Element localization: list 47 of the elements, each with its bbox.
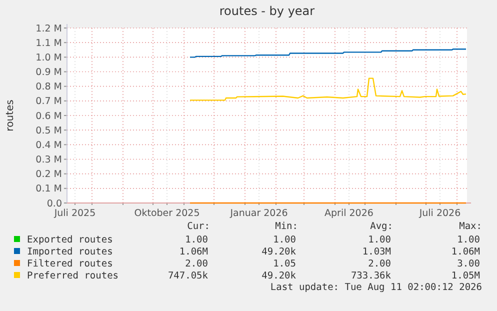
y-tick-label: 0.1 M (36, 184, 62, 195)
x-tick-label: Januar 2026 (229, 208, 288, 219)
x-tick-label: April 2026 (324, 208, 374, 219)
y-tick-label: 0.7 M (36, 96, 62, 108)
chart-title: routes - by year (219, 4, 315, 18)
y-tick-label: 0.6 M (36, 110, 62, 122)
y-tick-label: 0.2 M (36, 169, 62, 180)
y-tick-label: 0.9 M (36, 67, 62, 78)
text: Cur: (187, 221, 210, 232)
text: 49.20k (262, 246, 296, 258)
y-axis-title: routes (5, 100, 16, 132)
line-series (189, 48, 467, 58)
x-tick-label: Oktober 2025 (134, 208, 200, 219)
text: 733.36k (350, 270, 392, 282)
text: Max: (459, 221, 482, 232)
legend-label: Exported routes (27, 234, 113, 246)
text: 2.00 (368, 258, 392, 270)
x-tick-label: Juli 2026 (418, 208, 461, 219)
x-tick-label: Juli 2025 (53, 208, 96, 219)
text: Min: (275, 221, 298, 232)
text: Avg: (370, 221, 393, 232)
y-tick-label: 0.8 M (36, 82, 62, 93)
text: 1.00 (457, 234, 480, 246)
legend-label: Preferred routes (27, 270, 119, 282)
text: 1.06M (451, 246, 480, 258)
legend-label: Imported routes (27, 246, 113, 258)
y-tick-label: 0.4 M (36, 140, 62, 151)
text: 2.00 (185, 258, 208, 270)
text: 1.03M (362, 246, 392, 258)
text: Last update: Tue Aug 11 02:00:12 2026 (270, 282, 482, 293)
legend-label: Filtered routes (27, 258, 113, 270)
y-tick-label: 1.2 M (36, 23, 62, 34)
y-tick-label: 0.0 (46, 198, 62, 210)
text: 1.00 (185, 234, 208, 246)
text: 1.06M (179, 246, 208, 258)
y-tick-label: 1.1 M (36, 38, 62, 49)
y-tick-label: 1.0 M (36, 52, 62, 64)
line-series (189, 78, 467, 101)
text: 747.05k (168, 270, 208, 282)
y-tick-label: 0.5 M (36, 125, 62, 136)
text: 1.05 (273, 258, 296, 270)
y-tick-label: 0.3 M (36, 154, 62, 166)
text: 3.00 (457, 258, 480, 270)
text: 49.20k (262, 270, 296, 282)
text: 1.00 (368, 234, 392, 246)
text: 1.05M (451, 270, 480, 282)
text: 1.00 (273, 234, 296, 246)
